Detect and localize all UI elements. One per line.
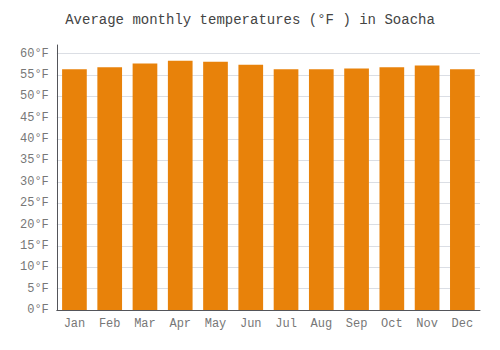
- svg-text:55°F: 55°F: [20, 68, 49, 82]
- svg-text:Dec: Dec: [452, 317, 474, 331]
- svg-text:Feb: Feb: [99, 317, 121, 331]
- svg-text:Average monthly temperatures (: Average monthly temperatures (°F ) in So…: [65, 12, 435, 28]
- svg-text:10°F: 10°F: [20, 260, 49, 274]
- svg-text:Mar: Mar: [134, 317, 156, 331]
- svg-text:Aug: Aug: [310, 317, 332, 331]
- svg-text:5°F: 5°F: [27, 282, 49, 296]
- svg-text:25°F: 25°F: [20, 196, 49, 210]
- svg-text:35°F: 35°F: [20, 153, 49, 167]
- svg-text:45°F: 45°F: [20, 111, 49, 125]
- svg-text:Jul: Jul: [275, 317, 297, 331]
- svg-text:15°F: 15°F: [20, 239, 49, 253]
- svg-text:40°F: 40°F: [20, 132, 49, 146]
- svg-text:60°F: 60°F: [20, 47, 49, 61]
- svg-text:20°F: 20°F: [20, 218, 49, 232]
- svg-text:May: May: [205, 317, 227, 331]
- svg-text:Jun: Jun: [240, 317, 262, 331]
- svg-text:50°F: 50°F: [20, 89, 49, 103]
- svg-text:0°F: 0°F: [27, 303, 49, 317]
- svg-text:30°F: 30°F: [20, 175, 49, 189]
- svg-text:Jan: Jan: [64, 317, 86, 331]
- svg-text:Nov: Nov: [416, 317, 438, 331]
- svg-text:Oct: Oct: [381, 317, 403, 331]
- svg-text:Sep: Sep: [346, 317, 368, 331]
- svg-text:Apr: Apr: [169, 317, 191, 331]
